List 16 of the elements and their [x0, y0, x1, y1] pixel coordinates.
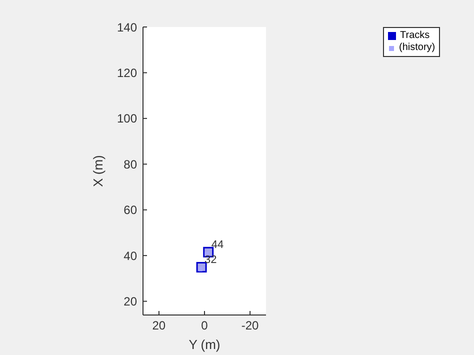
x-tick-label: 0 — [201, 318, 208, 333]
y-tick-label: 120 — [116, 66, 138, 80]
legend-label: (history) — [399, 42, 436, 54]
y-tick-label: 140 — [116, 20, 138, 34]
x-tick-label: 20 — [152, 318, 166, 333]
legend-label: Tracks — [400, 30, 430, 42]
y-axis-title: X (m) — [90, 155, 106, 187]
y-tick-label: 20 — [124, 294, 138, 309]
y-tick-label: 40 — [124, 248, 138, 263]
y-tick-label: 100 — [116, 112, 138, 126]
annotation: 32 — [204, 254, 217, 266]
x-tick-label: -20 — [241, 318, 260, 333]
x-axis-title: Y (m) — [188, 337, 220, 352]
y-tick-label: 60 — [124, 203, 138, 218]
y-tick-label: 80 — [124, 157, 138, 172]
annotation: 44 — [211, 239, 224, 252]
